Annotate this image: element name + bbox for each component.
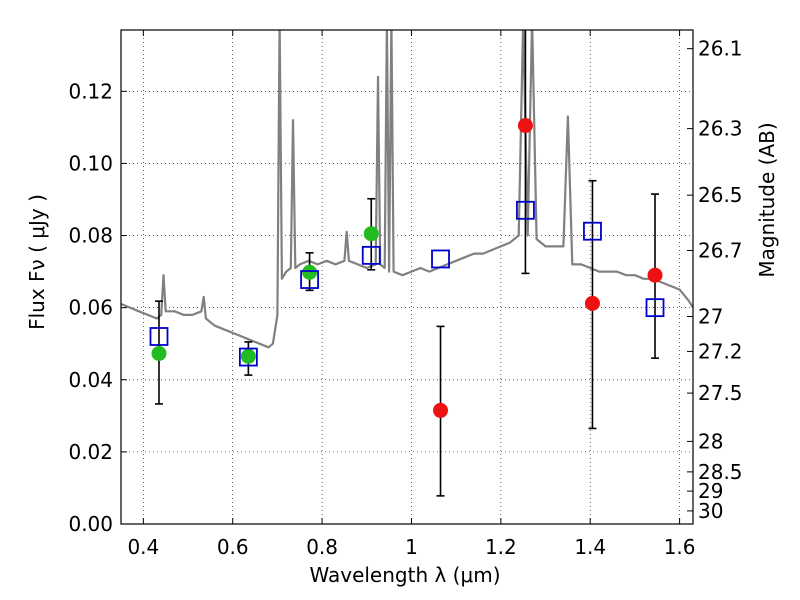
y-tick-label: 0.12 [68,79,113,103]
mag-tick-label: 27.5 [698,381,743,405]
x-axis-title: Wavelength λ (μm) [309,563,500,587]
y-tick-label: 0.02 [68,440,113,464]
model-photometry-square [361,245,381,265]
plot-frame [120,29,694,525]
y-tick-label: 0.10 [68,151,113,175]
mag-tick-label: 27.2 [698,339,743,363]
nondetection-point [517,118,533,134]
y-tick-label: 0.06 [68,296,113,320]
axes: 0.4 0.6 0.8 1 1.2 1.4 1.6 0.00 0.02 0.04 0.06 0.08 0… [68,30,743,559]
mag-tick-label: 30 [698,499,723,523]
x-tick-label: 1.6 [664,535,696,559]
model-photometry-square [431,249,450,269]
model-photometry-square [645,298,665,318]
y-axis-title: Flux Fν ( μJy ) [25,194,49,330]
spectrum-line [121,30,693,349]
model-photometry-square [300,270,319,289]
model-photometry-square [583,221,602,241]
mag-tick-label: 26.5 [698,183,743,207]
x-tick-label: 0.6 [217,535,249,559]
plot-background [121,30,693,524]
mag-tick-label: 26.7 [698,238,743,262]
mag-tick-label: 27 [698,305,723,329]
model-photometry-square [149,327,169,346]
nondetection-point [584,295,600,311]
mag-tick-label: 26.3 [698,117,743,141]
mag-tick-label: 29 [698,479,723,503]
detection-point [363,226,379,242]
y-tick-label: 0.00 [68,512,113,536]
detection-point [151,345,167,361]
nondetection-point [647,267,663,283]
model-photometry-square [238,347,258,367]
detection-point [240,348,256,364]
x-tick-label: 0.8 [306,535,338,559]
y-tick-label: 0.04 [68,368,113,392]
x-tick-label: 1 [405,535,418,559]
x-tick-label: 0.4 [127,535,159,559]
x-tick-label: 1.2 [485,535,517,559]
y2-axis-title: Magnitude (AB) [755,122,779,277]
plot-area [121,30,693,349]
nondetection-point [433,402,449,418]
mag-tick-label: 28 [698,429,723,453]
mag-tick-label: 28.5 [698,460,743,484]
mag-tick-label: 26.1 [698,37,743,61]
y-tick-label: 0.08 [68,224,113,248]
model-photometry-square [516,200,535,220]
detection-point [302,264,318,280]
markers [149,118,665,418]
x-tick-label: 1.4 [574,535,606,559]
